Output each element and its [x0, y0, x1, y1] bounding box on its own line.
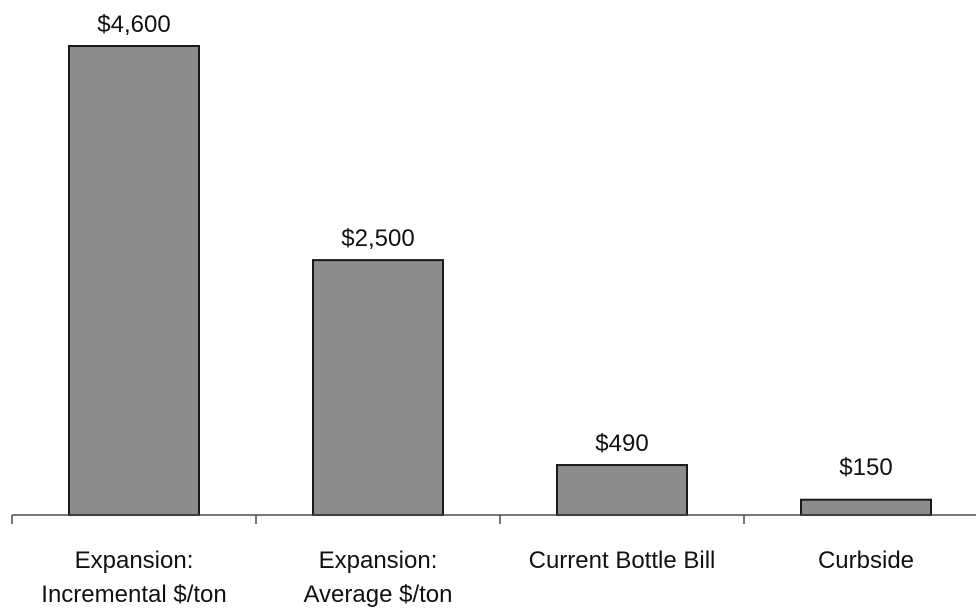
bar — [312, 259, 444, 517]
bar — [556, 464, 688, 516]
bar — [800, 498, 932, 516]
bar — [68, 45, 200, 516]
data-labels: $4,600 $2,500 $490 $150 — [97, 11, 892, 481]
data-label: $150 — [839, 454, 892, 481]
data-label: $2,500 — [341, 225, 414, 252]
data-label: $490 — [595, 430, 648, 457]
category-labels: Expansion: Incremental $/ton Expansion: Ave… — [41, 547, 914, 608]
category-label-line: Curbside — [818, 547, 914, 574]
category-label: Current Bottle Bill — [529, 547, 716, 574]
category-label: Expansion: Average $/ton — [303, 547, 452, 608]
bars — [68, 45, 932, 517]
category-label: Curbside — [818, 547, 914, 574]
category-label: Expansion: Incremental $/ton — [41, 547, 226, 608]
category-label-line: Incremental $/ton — [41, 581, 226, 608]
category-label-line: Expansion: — [75, 547, 194, 574]
category-label-line: Expansion: — [319, 547, 438, 574]
x-axis — [11, 514, 976, 524]
category-label-line: Average $/ton — [303, 581, 452, 608]
category-label-line: Current Bottle Bill — [529, 547, 716, 574]
data-label: $4,600 — [97, 11, 170, 38]
